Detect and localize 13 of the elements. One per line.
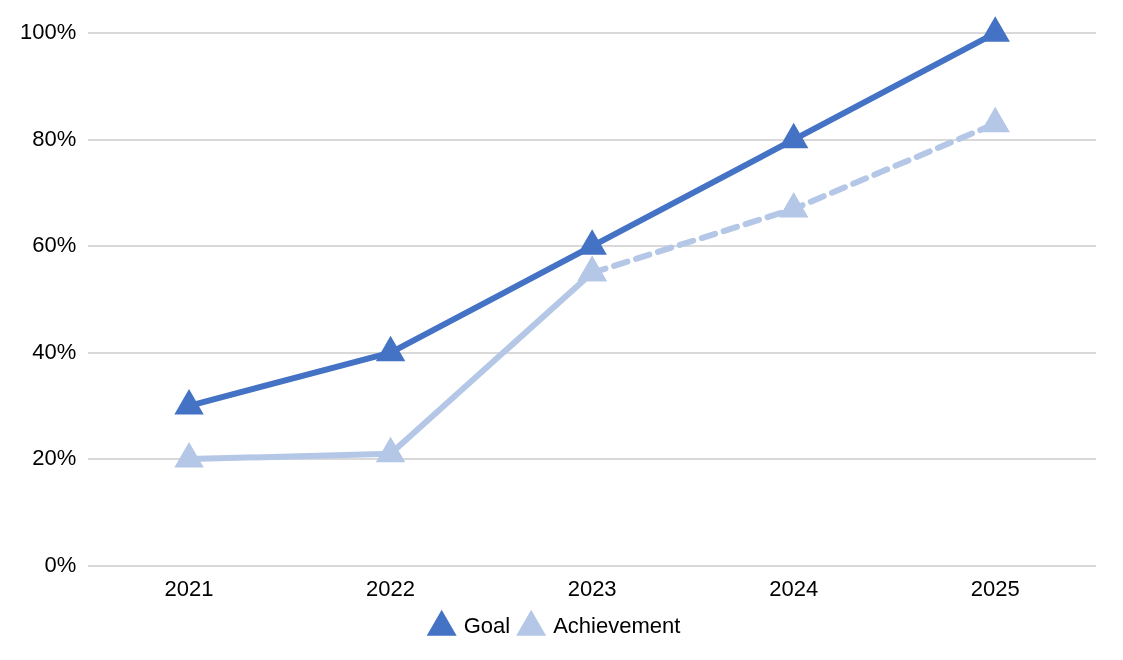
y-tick-label: 0% bbox=[44, 551, 77, 577]
y-tick-label: 60% bbox=[32, 232, 77, 258]
x-tick-label: 2023 bbox=[567, 575, 617, 601]
y-tick-label: 80% bbox=[32, 125, 77, 151]
legend-label: Goal bbox=[463, 613, 511, 639]
x-tick-label: 2021 bbox=[164, 575, 214, 601]
y-tick-label: 40% bbox=[32, 338, 77, 364]
y-tick-label: 20% bbox=[32, 445, 77, 471]
y-tick-label: 100% bbox=[19, 19, 77, 45]
legend-label: Achievement bbox=[553, 613, 681, 639]
x-tick-label: 2025 bbox=[970, 575, 1020, 601]
x-tick-label: 2024 bbox=[769, 575, 819, 601]
x-tick-label: 2022 bbox=[366, 575, 416, 601]
